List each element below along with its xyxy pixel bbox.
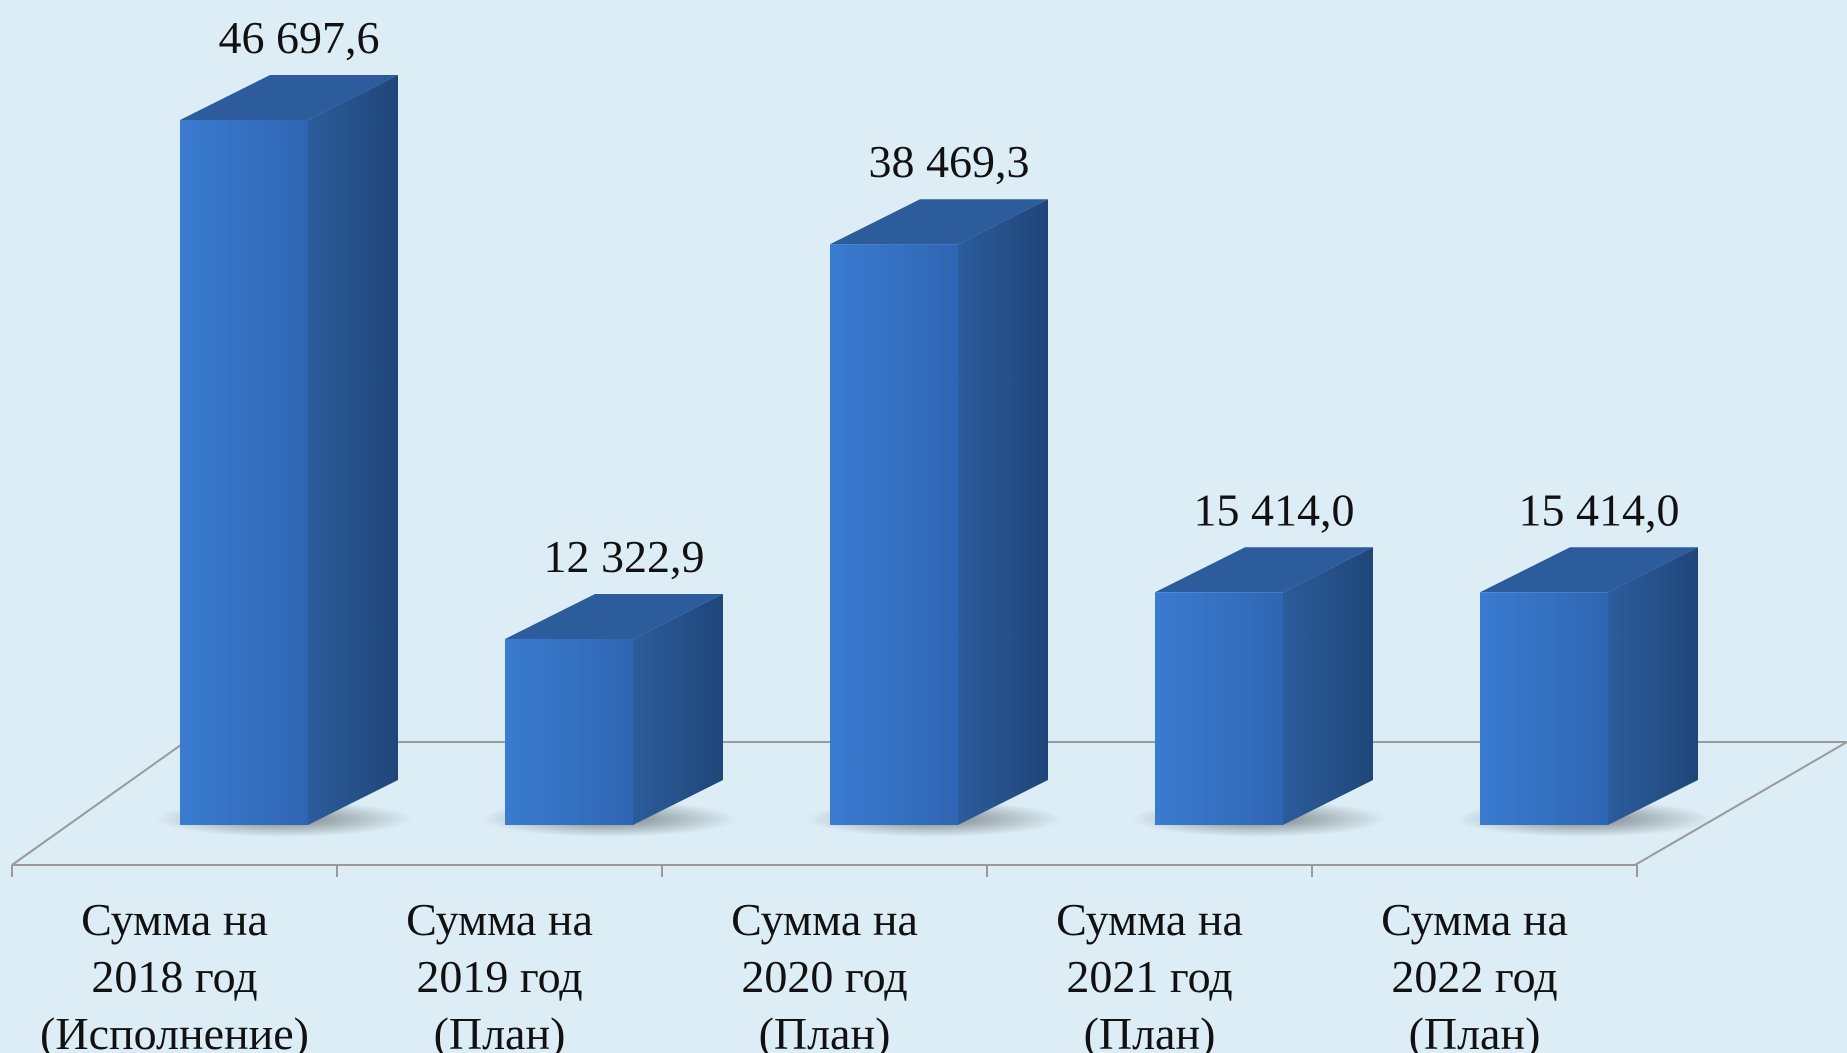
category-label: Сумма на 2018 год (Исполнение) xyxy=(40,894,309,1053)
category-label-line: 2018 год xyxy=(91,951,257,1002)
bar-top-face xyxy=(1155,547,1373,593)
category-label: Сумма на 2021 год (План) xyxy=(1056,894,1243,1053)
bar-side-face xyxy=(958,199,1048,825)
bar-top-face xyxy=(1480,547,1698,593)
category-label-line: (План) xyxy=(759,1008,891,1053)
bar-front-face xyxy=(1155,592,1283,825)
category-label-line: Сумма на xyxy=(1381,894,1568,945)
data-label: 46 697,6 xyxy=(219,12,380,63)
category-label-line: 2019 год xyxy=(416,951,582,1002)
category-labels-group: Сумма на 2018 год (Исполнение) Сумма на 2019… xyxy=(40,894,1568,1053)
bar-front-face xyxy=(830,244,958,825)
bar-top-face xyxy=(180,75,398,120)
bar-side-face xyxy=(1283,547,1373,825)
category-label-line: (План) xyxy=(1084,1008,1216,1053)
bars-group xyxy=(156,75,1712,837)
category-label-line: Сумма на xyxy=(731,894,918,945)
bar-front-face xyxy=(505,638,633,825)
bar xyxy=(481,593,737,837)
category-label-line: Сумма на xyxy=(1056,894,1243,945)
bar xyxy=(806,199,1062,837)
bar xyxy=(1456,547,1712,837)
bar-side-face xyxy=(308,75,398,825)
category-label-line: 2021 год xyxy=(1066,951,1232,1002)
bar-front-face xyxy=(1480,592,1608,825)
category-label-line: 2020 год xyxy=(741,951,907,1002)
category-label-line: Сумма на xyxy=(406,894,593,945)
data-label: 38 469,3 xyxy=(869,136,1030,187)
category-label: Сумма на 2019 год (План) xyxy=(406,894,593,1053)
bar-top-face xyxy=(830,199,1048,245)
data-label: 15 414,0 xyxy=(1194,484,1355,535)
bar-front-face xyxy=(180,120,308,825)
category-label: Сумма на 2022 год (План) xyxy=(1381,894,1568,1053)
category-label: Сумма на 2020 год (План) xyxy=(731,894,918,1053)
category-label-line: (План) xyxy=(434,1008,566,1053)
category-label-line: 2022 год xyxy=(1391,951,1557,1002)
bar-top-face xyxy=(505,593,723,639)
data-labels-group: 46 697,6 12 322,9 38 469,3 15 414,0 15 414,0 xyxy=(219,12,1680,582)
category-label-line: (Исполнение) xyxy=(40,1008,309,1053)
category-label-line: (План) xyxy=(1409,1008,1541,1053)
bar xyxy=(156,75,412,837)
bar xyxy=(1131,547,1387,837)
data-label: 12 322,9 xyxy=(544,531,705,582)
bar-side-face xyxy=(1608,547,1698,825)
category-label-line: Сумма на xyxy=(81,894,268,945)
data-label: 15 414,0 xyxy=(1519,484,1680,535)
bar-side-face xyxy=(633,593,723,825)
